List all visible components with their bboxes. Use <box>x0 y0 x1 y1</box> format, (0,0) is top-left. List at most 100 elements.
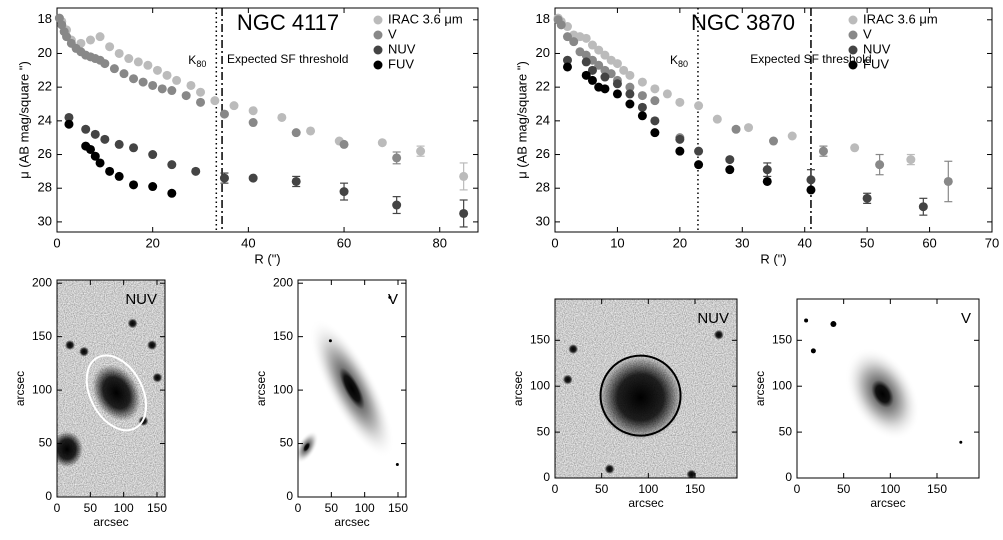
data-point <box>157 84 167 94</box>
y-tick-label: 200 <box>273 275 293 289</box>
data-point <box>95 158 105 168</box>
data-point <box>806 175 816 185</box>
aperture <box>85 354 148 432</box>
y-tick-label: 50 <box>280 436 294 450</box>
legend-label: NUV <box>863 41 891 56</box>
data-point <box>162 70 172 80</box>
y-tick-label: 26 <box>38 146 52 161</box>
data-point <box>219 109 229 119</box>
data-point <box>906 155 916 165</box>
sky-image <box>298 280 406 497</box>
data-point <box>172 75 182 85</box>
data-point <box>625 82 635 92</box>
data-point <box>167 188 177 198</box>
sky-image <box>57 280 165 497</box>
data-point <box>105 166 115 176</box>
data-point <box>875 160 885 170</box>
x-tick-label: 150 <box>927 482 947 496</box>
data-point <box>581 33 591 43</box>
x-axis-label: arcsec <box>93 515 128 529</box>
y-tick-label: 20 <box>536 45 550 60</box>
aperture <box>599 354 682 437</box>
x-tick-label: 0 <box>53 235 60 250</box>
data-point <box>712 114 722 124</box>
x-tick-label: 0 <box>794 482 801 496</box>
x-tick-label: 0 <box>552 482 559 496</box>
data-point <box>594 60 604 70</box>
data-point <box>850 143 860 153</box>
legend-marker <box>848 15 858 25</box>
legend-marker <box>373 15 383 25</box>
y-tick-label: 24 <box>38 112 52 127</box>
x-tick-label: 0 <box>295 501 302 515</box>
y-tick-label: 30 <box>536 213 550 228</box>
star <box>804 318 809 323</box>
galaxy <box>598 355 683 440</box>
data-point <box>339 139 349 149</box>
data-point <box>152 65 162 75</box>
galaxy <box>92 364 141 422</box>
y-tick-label: 50 <box>39 436 53 450</box>
star <box>568 344 579 355</box>
chart-title: NGC 4117 <box>237 10 339 35</box>
threshold-label: Expected SF threshold <box>227 52 348 66</box>
data-point <box>392 153 402 163</box>
y-tick-label: 22 <box>536 79 550 94</box>
blob <box>57 431 83 468</box>
x-tick-label: 70 <box>985 235 999 250</box>
y-tick-label: 100 <box>273 382 293 396</box>
data-point <box>650 128 660 138</box>
star <box>604 464 615 475</box>
data-point <box>556 20 566 30</box>
data-point <box>612 79 622 89</box>
legend-marker <box>373 60 383 70</box>
data-point <box>100 59 110 69</box>
y-axis-label: μ (AB mag/square ") <box>514 61 529 179</box>
data-point <box>600 84 610 94</box>
data-point <box>90 129 100 139</box>
data-point <box>787 131 797 141</box>
x-tick-label: 150 <box>147 501 167 515</box>
x-tick-label: 50 <box>860 235 874 250</box>
data-point <box>248 118 258 128</box>
data-point <box>114 139 124 149</box>
data-point <box>612 59 622 69</box>
data-point <box>85 144 95 154</box>
x-tick-label: 50 <box>595 482 609 496</box>
data-point <box>306 126 316 136</box>
data-point <box>625 99 635 109</box>
data-point <box>600 50 610 60</box>
data-point <box>148 150 158 160</box>
image-frame <box>796 298 980 479</box>
data-point <box>650 96 660 106</box>
galaxy <box>845 347 920 441</box>
y-tick-label: 150 <box>530 332 550 346</box>
plot-frame <box>56 7 479 233</box>
data-point <box>694 160 704 170</box>
data-point <box>675 134 685 144</box>
star <box>830 321 837 328</box>
star <box>79 346 89 357</box>
band-label: V <box>388 291 398 308</box>
data-point <box>744 123 754 133</box>
sky-image <box>555 299 737 478</box>
legend-label: V <box>388 26 397 41</box>
star <box>810 348 816 354</box>
data-point <box>675 146 685 156</box>
data-point <box>210 96 220 106</box>
data-point <box>619 65 629 75</box>
data-point <box>587 40 597 50</box>
data-point <box>662 89 672 99</box>
data-point <box>143 60 153 70</box>
x-axis-label: arcsec <box>870 496 905 510</box>
data-point <box>581 70 591 80</box>
data-point <box>650 116 660 126</box>
data-point <box>818 146 828 156</box>
y-tick-label: 26 <box>536 146 550 161</box>
threshold-label: K80 <box>670 53 688 69</box>
y-axis-label: arcsec <box>13 371 27 406</box>
y-tick-label: 50 <box>537 424 551 438</box>
threshold-label: K80 <box>188 53 206 69</box>
data-point <box>105 42 115 52</box>
y-tick-label: 0 <box>543 470 550 484</box>
